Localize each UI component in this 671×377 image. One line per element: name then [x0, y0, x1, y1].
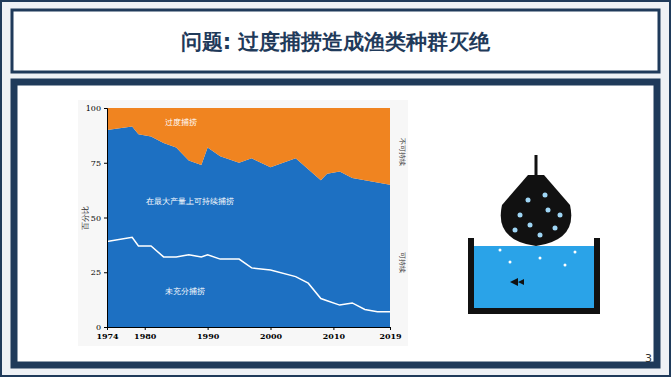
x-tick-label: 2019: [379, 331, 402, 341]
y-tick: 100: [86, 104, 107, 113]
water-drop: [574, 251, 577, 254]
slide-background: [1, 1, 670, 376]
net-fish: [546, 208, 551, 213]
water-drop: [499, 249, 502, 252]
x-axis: 1974 1980 1990 2000 2010 2019: [96, 327, 402, 341]
water: [474, 246, 594, 308]
net-fish: [513, 228, 518, 233]
series-label: 在最大产量上可持续捕捞: [146, 197, 234, 206]
y-tick: 75: [91, 159, 107, 168]
y-tick-mark: [104, 327, 107, 328]
y-tick-label: 0: [96, 323, 101, 332]
x-tick-label: 2010: [323, 331, 346, 341]
net-fish: [553, 226, 558, 231]
y-tick-mark: [104, 108, 107, 109]
slide-title: 问题: 过度捕捞造成渔类种群灭绝: [181, 30, 492, 54]
net-rope: [535, 155, 538, 175]
y-axis-title: 百分比: [81, 206, 90, 230]
net-fish: [518, 213, 523, 218]
chart-background: [78, 100, 408, 346]
tank: [468, 238, 600, 314]
x-tick: 1980: [134, 327, 157, 341]
water-drop: [509, 261, 512, 264]
y-tick-label: 25: [91, 268, 101, 277]
side-annotation: 不可持续: [398, 138, 406, 166]
y-axis-line: [104, 109, 108, 328]
x-tick-label: 1990: [197, 331, 220, 341]
x-tick-mark: [208, 327, 209, 330]
x-tick-mark: [390, 327, 391, 330]
content-box: [14, 82, 657, 365]
series-label: 未充分捕捞: [165, 287, 205, 296]
title-box: [12, 10, 659, 72]
water-drop: [539, 257, 542, 260]
illustration: [468, 155, 600, 314]
x-tick: 2019: [379, 327, 402, 341]
x-tick-label: 1974: [96, 331, 119, 341]
net-fish: [528, 223, 533, 228]
x-tick: 2010: [323, 327, 346, 341]
x-tick-mark: [271, 327, 272, 330]
x-tick-label: 1980: [134, 331, 157, 341]
slide: 问题: 过度捕捞造成渔类种群灭绝 3 1974 1980 1990 2000 2010 201…: [0, 0, 671, 377]
x-axis-line: [108, 328, 391, 331]
y-tick-mark: [104, 218, 107, 219]
y-tick: 0: [96, 323, 107, 332]
net-fish: [538, 233, 543, 238]
net-fish: [543, 193, 548, 198]
boundary-line: [107, 237, 390, 311]
net-fish: [558, 213, 563, 218]
area-series: [107, 108, 390, 185]
y-tick-mark: [104, 163, 107, 164]
slide-root: 问题: 过度捕捞造成渔类种群灭绝 3 1974 1980 1990 2000 2010 201…: [0, 0, 671, 377]
y-tick-label: 50: [91, 214, 101, 223]
x-tick: 1990: [197, 327, 220, 341]
water-drop: [564, 264, 567, 267]
x-tick-label: 2000: [260, 331, 283, 341]
y-tick: 50: [91, 214, 107, 223]
x-tick-mark: [145, 327, 146, 330]
x-tick-mark: [333, 327, 334, 330]
x-tick: 2000: [260, 327, 283, 341]
page-number: 3: [645, 352, 652, 365]
series-label: 过度捕捞: [165, 118, 197, 127]
side-annotation: 可持续: [398, 252, 406, 273]
y-tick-label: 75: [91, 159, 101, 168]
plot-area: [107, 108, 390, 327]
y-tick-mark: [104, 272, 107, 273]
y-tick: 25: [91, 268, 107, 277]
small-fish: [510, 278, 524, 286]
page: 问题: 过度捕捞造成渔类种群灭绝 3 1974 1980 1990 2000 2010 201…: [0, 0, 671, 377]
net-fish: [526, 198, 531, 203]
y-tick-label: 100: [86, 104, 101, 113]
net-bag: [501, 175, 572, 246]
